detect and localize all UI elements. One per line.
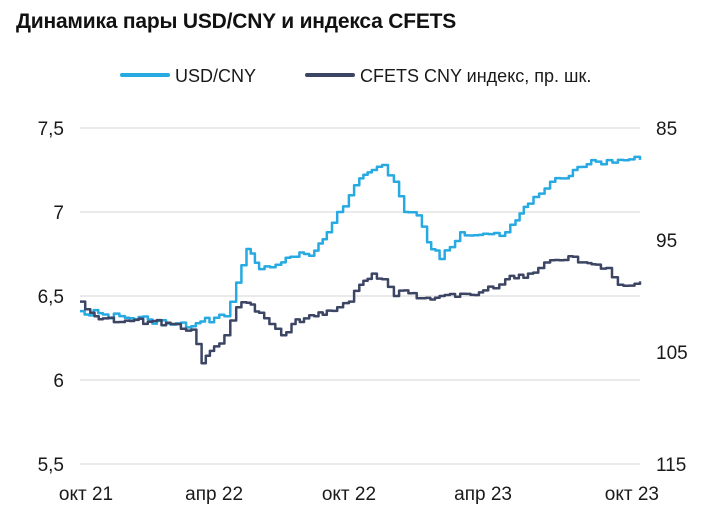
right-tick-label: 95: [656, 231, 677, 252]
right-tick-label: 115: [656, 455, 686, 476]
series-line-cfets: [80, 254, 642, 365]
grid-lines: [80, 127, 640, 465]
x-axis-ticks: окт 21 апр 22 окт 22 апр 23 окт 23: [59, 484, 659, 505]
left-tick-label: 7: [53, 203, 64, 224]
x-tick-label: апр 22: [185, 484, 243, 505]
left-tick-label: 6,5: [38, 287, 64, 308]
right-axis-ticks: 85 95 105 115: [656, 119, 688, 476]
x-tick-label: окт 21: [59, 484, 113, 505]
chart-title: Динамика пары USD/CNY и индекса CFETS: [16, 10, 457, 33]
legend-label: CFETS CNY индекс, пр. шк.: [360, 66, 591, 86]
left-tick-label: 6: [53, 371, 64, 392]
legend-label: USD/CNY: [175, 66, 256, 86]
series-line-usd-cny: [80, 155, 642, 329]
x-tick-label: окт 23: [605, 484, 659, 505]
series-lines: [80, 155, 642, 365]
x-tick-label: апр 23: [454, 484, 512, 505]
left-tick-label: 7,5: [38, 119, 64, 140]
right-tick-label: 85: [656, 119, 677, 140]
legend: USD/CNY CFETS CNY индекс, пр. шк.: [120, 66, 591, 86]
left-axis-ticks: 7,5 7 6,5 6 5,5: [38, 119, 64, 476]
left-tick-label: 5,5: [38, 455, 64, 476]
right-tick-label: 105: [656, 343, 688, 364]
x-tick-label: окт 22: [322, 484, 376, 505]
